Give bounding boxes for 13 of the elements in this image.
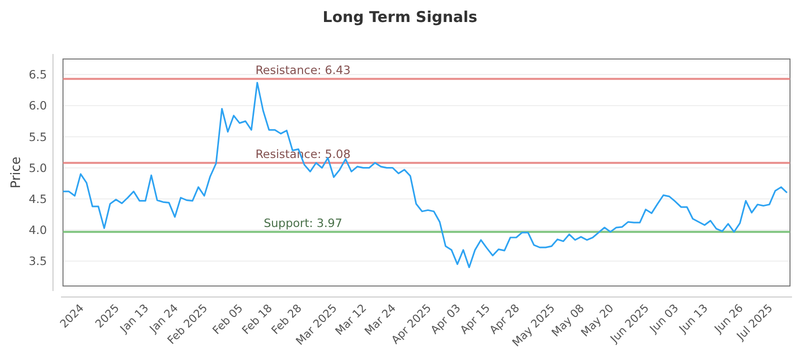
ref-line-label: Resistance: 6.43 — [255, 62, 351, 77]
y-tick-label: 6.5 — [28, 68, 47, 82]
y-tick-label: 6.0 — [28, 98, 47, 113]
y-tick-label: 5.0 — [28, 160, 47, 175]
ref-line-label: Support: 3.97 — [264, 216, 342, 230]
y-tick-label: 5.5 — [28, 130, 47, 144]
chart-title: Long Term Signals — [322, 8, 478, 26]
y-tick-label: 3.5 — [28, 254, 47, 268]
x-tick-label: Jun 13 — [676, 302, 710, 336]
y-tick-label: 4.0 — [28, 223, 47, 238]
y-tick-label: 4.5 — [28, 192, 47, 206]
line-series — [62, 82, 788, 268]
y-axis-title: Price — [9, 156, 24, 188]
